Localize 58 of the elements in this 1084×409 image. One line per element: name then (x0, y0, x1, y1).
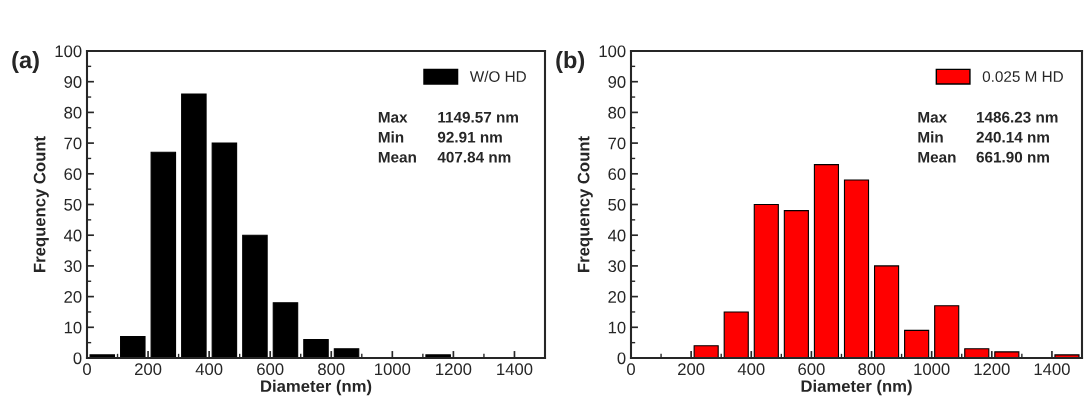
y-tick-label: 20 (64, 291, 82, 303)
annotation: 1149.57 nm (438, 111, 518, 123)
y-tick-label: 10 (608, 321, 626, 334)
x-tick-label: 800 (318, 363, 345, 376)
annotation: Max (378, 111, 408, 123)
x-tick-label: 1200 (974, 363, 1010, 376)
y-tick-label: 100 (599, 45, 626, 58)
x-tick-label: 200 (678, 363, 705, 376)
legend-label: W/O HD (469, 70, 526, 83)
annotation: Mean (378, 151, 416, 163)
y-tick-label: 60 (608, 168, 626, 180)
y-tick-label: 80 (608, 106, 626, 119)
annotation: Mean (918, 151, 956, 163)
annotation: 240.14 nm (976, 131, 1049, 143)
annotation: 661.90 nm (976, 151, 1049, 163)
y-tick-label: 40 (63, 229, 82, 242)
annotation: Min (378, 131, 404, 143)
y-tick-label: 70 (64, 137, 82, 150)
y-tick-label: 80 (64, 106, 82, 119)
x-tick-label: 1000 (914, 363, 950, 376)
annotation: Max (918, 111, 947, 123)
y-tick-label: 0 (617, 352, 626, 365)
x-tick-label: 0 (627, 363, 635, 376)
x-tick-label: 1000 (375, 363, 411, 376)
x-tick-label: 200 (135, 363, 162, 376)
x-axis-title: Diameter (nm) (801, 379, 912, 396)
x-tick-label: 1400 (497, 363, 533, 376)
y-axis-title: Frequency Count (577, 136, 593, 272)
chart-title: (b) (556, 51, 585, 74)
y-tick-label: 40 (607, 229, 626, 242)
y-tick-label: 50 (608, 198, 626, 211)
y-tick-label: 20 (608, 291, 626, 303)
x-tick-label: 0 (83, 363, 91, 376)
y-tick-label: 10 (64, 321, 82, 334)
legend-label: 0.025 M HD (982, 71, 1063, 83)
y-tick-label: 100 (55, 45, 82, 58)
annotation: Min (918, 131, 943, 143)
y-axis-title: Frequency Count (33, 136, 49, 272)
y-tick-label: 30 (64, 260, 82, 273)
annotation: 407.84 nm (437, 151, 511, 163)
x-tick-label: 400 (195, 363, 223, 376)
x-axis-title: Diameter (nm) (261, 379, 372, 396)
x-tick-label: 600 (798, 363, 825, 376)
chart-title: (a) (12, 51, 39, 74)
y-tick-label: 0 (73, 352, 82, 365)
x-tick-label: 1400 (1034, 363, 1070, 376)
y-tick-label: 70 (608, 137, 626, 150)
y-tick-label: 60 (64, 168, 82, 180)
x-tick-label: 1200 (436, 363, 472, 376)
x-tick-label: 400 (737, 363, 765, 376)
y-tick-label: 50 (64, 198, 82, 211)
x-tick-label: 600 (257, 363, 284, 376)
y-tick-label: 90 (64, 76, 82, 88)
y-tick-label: 90 (608, 76, 626, 88)
y-tick-label: 30 (608, 260, 626, 273)
x-tick-label: 800 (858, 363, 885, 376)
annotation: 92.91 nm (437, 131, 502, 143)
annotation: 1486.23 nm (976, 111, 1058, 123)
